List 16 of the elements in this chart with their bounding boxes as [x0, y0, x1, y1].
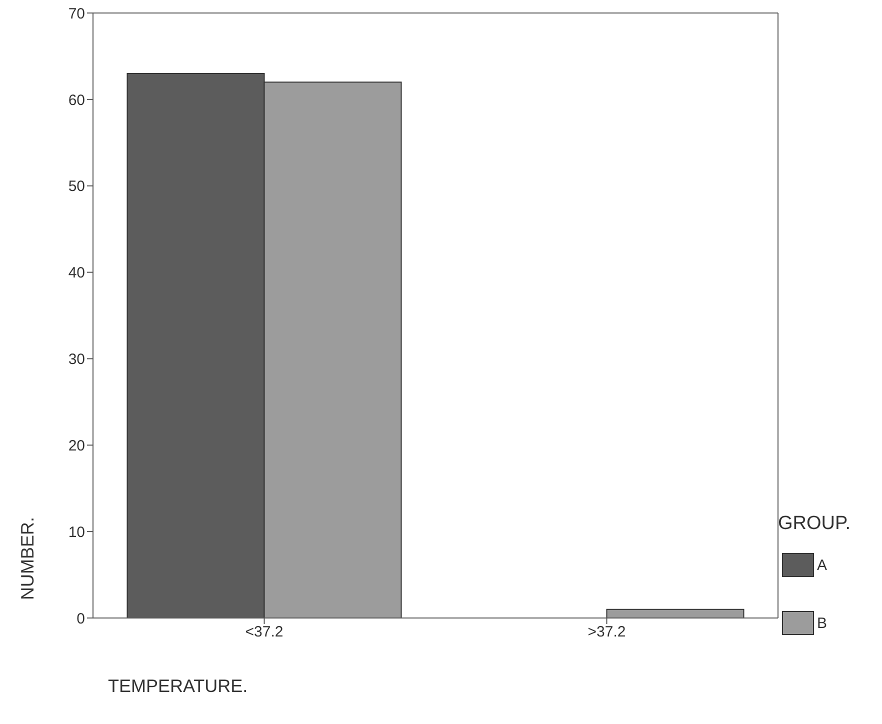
y-axis-title: NUMBER.	[18, 516, 38, 602]
legend-label: A	[817, 556, 828, 574]
legend-label: B	[817, 614, 828, 632]
y-tick-label: 70	[68, 5, 85, 22]
y-tick-label: 10	[68, 524, 85, 541]
y-tick-label: 40	[68, 264, 85, 282]
y-tick-label: 30	[68, 351, 85, 368]
bar	[606, 608, 744, 618]
x-axis-title: TEMPERATURE.	[108, 676, 248, 697]
y-tick-label: 50	[68, 178, 85, 196]
y-tick-label: 0	[76, 610, 85, 628]
legend-title: GROUP.	[778, 513, 851, 535]
x-tick-label: >37.2	[588, 624, 626, 641]
x-tick-label: <37.2	[245, 624, 284, 641]
y-tick-label: 20	[68, 437, 85, 454]
y-tick-label: 60	[68, 92, 85, 109]
